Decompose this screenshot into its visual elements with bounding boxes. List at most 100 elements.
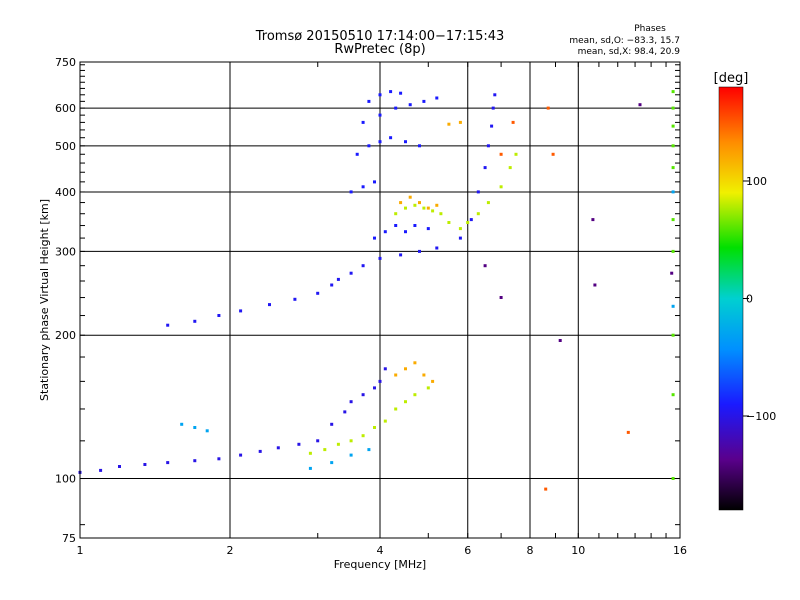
colorbar-label: [deg] [714, 71, 749, 86]
data-point [336, 277, 340, 281]
data-point [361, 185, 365, 189]
data-point [671, 333, 675, 337]
data-point [493, 93, 497, 97]
data-point [413, 203, 417, 207]
data-point [476, 212, 480, 216]
x-tick-label: 6 [464, 544, 471, 557]
y-axis-label: Stationary phase Virtual Height [km] [38, 199, 51, 401]
data-point [276, 446, 280, 450]
data-point [336, 442, 340, 446]
data-point [499, 296, 503, 299]
data-point [508, 166, 512, 170]
data-point [435, 203, 439, 207]
data-point [394, 224, 398, 227]
data-point [499, 185, 503, 189]
data-point [193, 319, 197, 323]
data-point [544, 487, 548, 491]
data-point [483, 264, 487, 268]
data-point [418, 249, 421, 253]
data-point [316, 439, 320, 443]
data-point [361, 264, 365, 268]
data-point [316, 291, 320, 295]
data-point [546, 106, 550, 110]
colorbar [718, 86, 744, 511]
data-point [373, 386, 376, 390]
data-point [217, 457, 221, 461]
data-point [499, 152, 503, 156]
data-point [193, 459, 197, 463]
data-point [413, 393, 417, 397]
data-point [399, 253, 403, 257]
data-point [593, 283, 597, 287]
data-point [671, 249, 675, 253]
data-point [671, 166, 675, 170]
data-point [483, 166, 487, 170]
phases-x-line: mean, sd,X: 98.4, 20.9 [578, 47, 681, 57]
data-point [361, 393, 365, 397]
x-tick-label: 8 [527, 544, 534, 557]
data-point [404, 140, 407, 144]
data-point [439, 212, 443, 216]
data-point [367, 99, 371, 103]
data-point [626, 430, 630, 434]
data-point [671, 144, 675, 148]
data-point [399, 201, 403, 205]
data-point [511, 120, 515, 124]
data-point [308, 466, 312, 470]
data-point [394, 407, 398, 411]
x-tick-label: 2 [227, 544, 234, 557]
data-point [426, 386, 430, 390]
data-point [486, 144, 490, 148]
data-point [205, 429, 209, 433]
data-point [180, 422, 184, 426]
y-tick-label: 400 [55, 186, 76, 199]
data-point [378, 140, 382, 144]
y-tick-label: 600 [55, 102, 76, 115]
data-point [458, 236, 462, 240]
data-point [367, 144, 371, 148]
data-point [418, 201, 421, 205]
data-point [389, 90, 393, 94]
data-point [383, 367, 387, 371]
data-point [408, 195, 412, 199]
colorbar-ticks: 100 0 −100 [743, 175, 776, 423]
data-point [394, 212, 398, 216]
data-point [551, 152, 555, 156]
phases-o-line: mean, sd,O: −83.3, 15.7 [569, 36, 680, 46]
data-point [308, 451, 312, 455]
data-point [404, 230, 407, 234]
data-point [361, 120, 365, 124]
data-point [435, 96, 439, 100]
data-point [330, 422, 334, 426]
data-point [458, 227, 462, 231]
data-point [373, 426, 376, 429]
data-point [466, 221, 470, 224]
data-point [638, 103, 642, 107]
y-tick-label: 750 [55, 56, 76, 69]
data-point [166, 323, 170, 327]
data-point [435, 246, 439, 250]
data-point [143, 463, 147, 466]
data-point [514, 152, 518, 156]
data-point [422, 373, 426, 377]
data-point [671, 304, 675, 308]
data-point [408, 103, 412, 107]
data-point [330, 283, 334, 287]
data-point [349, 190, 353, 194]
colorbar-tick-label: −100 [746, 410, 776, 423]
data-point [671, 218, 675, 222]
data-point [426, 206, 430, 210]
colorbar-tick-label: 100 [746, 175, 767, 188]
data-point [458, 120, 462, 124]
data-point [193, 426, 197, 429]
data-point [426, 227, 430, 231]
data-point [268, 303, 271, 307]
data-point [490, 124, 494, 128]
y-tick-label: 100 [55, 473, 76, 486]
grid-lines [80, 62, 680, 538]
data-point [671, 124, 675, 128]
data-point [422, 99, 426, 103]
data-point [404, 400, 407, 404]
